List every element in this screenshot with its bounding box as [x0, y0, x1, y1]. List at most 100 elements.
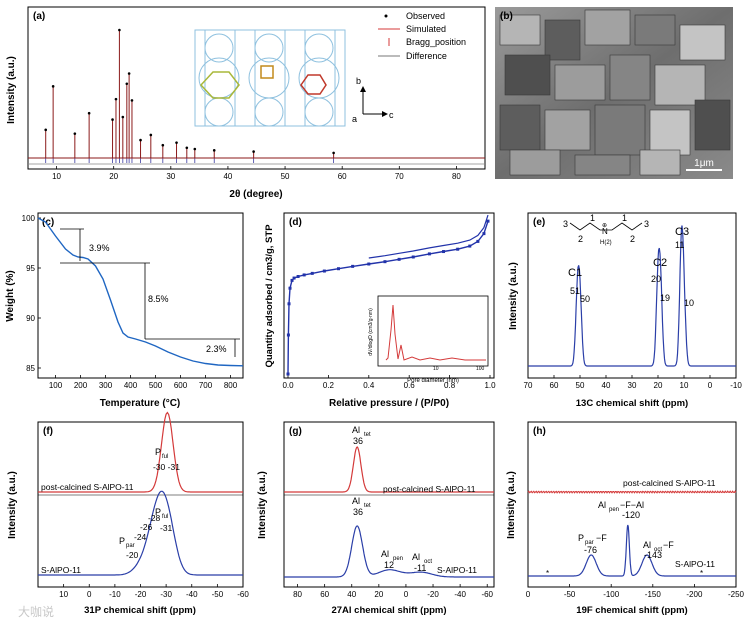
xrd-observed-point-3: [87, 111, 91, 115]
p31-asmade-label: S-AlPO-11: [41, 565, 81, 575]
a-xtick-label-5: 60: [338, 172, 347, 181]
panel-d-xlabel: Relative pressure / (P/P0): [329, 398, 449, 409]
isotherm-point-8: [310, 271, 314, 275]
c-xtick-label-3: 400: [124, 381, 138, 390]
svg-text:⊕: ⊕: [602, 223, 607, 229]
panel-h-xlabel: 19F chemical shift (ppm): [576, 605, 687, 616]
svg-text:Al: Al: [352, 425, 360, 435]
p31-peak-labels: P ful -30 -31 P ful -28 -31 P par -24 -2…: [119, 447, 180, 560]
sem-crystal-11: [594, 104, 646, 156]
svg-text:12: 12: [384, 560, 394, 570]
svg-text:ful: ful: [162, 454, 168, 460]
c-xtick-label-2: 300: [99, 381, 113, 390]
a-xtick-label-7: 80: [452, 172, 461, 181]
al27-asmade-spectrum: [284, 525, 494, 578]
svg-text:3: 3: [563, 219, 568, 229]
e-xtick-label-4: 30: [628, 381, 637, 390]
panel-e-ylabel: Intensity (a.u.): [508, 262, 519, 330]
panel-g-xlabel: 27Al chemical shift (ppm): [331, 605, 446, 616]
c-ytick-label-2: 95: [26, 264, 35, 273]
tpa-structure: 3 1 1 3 2 2 N ⊕ H(2): [563, 213, 649, 246]
svg-text:-120: -120: [622, 510, 640, 520]
c-xtick-label-1: 200: [74, 381, 88, 390]
sem-crystal-6: [554, 64, 606, 101]
isotherm-point-22: [486, 219, 490, 223]
sem-crystal-13: [694, 99, 731, 151]
e-xtick-label-7: 0: [708, 381, 713, 390]
e-xtick-label-3: 40: [602, 381, 611, 390]
svg-text:-26: -26: [140, 522, 153, 532]
f19-peak-labels: P par −F -76 Al pen −F−Al -120 Al oct −F…: [546, 500, 703, 578]
xrd-observed-point-15: [185, 146, 189, 150]
panel-d: (d) 0.0 0.2 0.4 0.6 0.8 1.0 Relative pressure…: [264, 212, 496, 409]
f-xtick-label-2: -10: [109, 590, 121, 599]
svg-text:Al: Al: [381, 549, 389, 559]
c-ytick-label-1: 90: [26, 314, 35, 323]
panel-e: (e) 70 60 50 40 30 20 10 0 -10 13C chemical shif…: [508, 212, 742, 409]
svg-text:oct: oct: [654, 547, 662, 553]
tga-loss-1: 3.9%: [89, 243, 110, 253]
h-xtick-label-2: -100: [603, 590, 620, 599]
xrd-observed-point-12: [149, 133, 153, 137]
xrd-observed-point-10: [130, 99, 134, 102]
panel-a-legend: Observed Simulated Bragg_position Differ…: [378, 11, 466, 61]
p31-calcined-label: post-calcined S-AlPO-11: [41, 482, 134, 492]
isotherm-point-9: [322, 269, 326, 273]
xrd-observed-point-9: [127, 72, 131, 75]
xrd-observed-point-14: [175, 141, 178, 144]
svg-text:51: 51: [570, 286, 580, 296]
al27-peak-labels: Al tet 36 Al tet 36 Al pen 12 Al oct -11: [352, 425, 432, 573]
isotherm-point-13: [383, 260, 387, 264]
f19-calcined-label: post-calcined S-AlPO-11: [623, 478, 716, 488]
xrd-observed-point-19: [332, 151, 335, 155]
svg-text:−F: −F: [663, 540, 674, 550]
g-xtick-label-3: 20: [374, 590, 383, 599]
legend-simulated: Simulated: [406, 24, 446, 34]
d-xtick-label-0: 0.0: [282, 381, 294, 390]
panel-h: (h) 0 -50 -100 -150 -200 -250 post-calcined S…: [506, 421, 745, 616]
svg-text:N: N: [602, 227, 608, 236]
isotherm-point-1: [286, 333, 290, 337]
e-xtick-label-1: 60: [550, 381, 559, 390]
axis-compass: b a c: [352, 76, 394, 124]
svg-text:3: 3: [644, 219, 649, 229]
g-xtick-label-0: 80: [293, 590, 302, 599]
f-xtick-label-4: -30: [160, 590, 172, 599]
c-xtick-label-0: 100: [49, 381, 63, 390]
legend-observed: Observed: [406, 11, 445, 21]
sem-crystal-10: [544, 109, 591, 151]
legend-difference: Difference: [406, 51, 447, 61]
g-xtick-label-1: 60: [320, 590, 329, 599]
f-xtick-label-7: -60: [237, 590, 249, 599]
svg-text:par: par: [585, 540, 594, 546]
svg-text:20: 20: [651, 274, 661, 284]
f-xtick-label-1: 0: [87, 590, 92, 599]
f19-asmade-label: S-AlPO-11: [675, 559, 715, 569]
d-xtick-label-2: 0.4: [363, 381, 375, 390]
f19-calcined-spectrum: [527, 490, 737, 494]
isotherm-point-21: [482, 232, 486, 236]
e-xtick-label-2: 50: [576, 381, 585, 390]
svg-text:H(2): H(2): [600, 240, 612, 246]
g-xtick-label-5: -20: [427, 590, 439, 599]
panel-b-sem-image: (b) 1μm: [495, 7, 733, 179]
xrd-observed-point-2: [73, 132, 77, 135]
legend-observed-marker: [384, 14, 388, 18]
tga-loss-2: 8.5%: [148, 294, 169, 304]
panel-h-ylabel: Intensity (a.u.): [506, 471, 517, 539]
panel-g-label: (g): [289, 426, 302, 437]
sem-crystal-15: [574, 154, 631, 176]
a-xtick-label-1: 20: [109, 172, 118, 181]
panel-c-xlabel: Temperature (°C): [100, 398, 181, 409]
panel-a: (a) 10 20 30 40 50 60 70 80 2θ (degree) Intensi…: [6, 6, 486, 200]
panel-a-xlabel: 2θ (degree): [229, 189, 282, 200]
tga-curve: [37, 217, 244, 367]
isotherm-point-3: [288, 286, 292, 290]
d-xtick-label-4: 0.8: [444, 381, 456, 390]
isotherm-point-17: [442, 250, 446, 254]
h-xtick-label-1: -50: [564, 590, 576, 599]
h-xtick-label-3: -150: [645, 590, 662, 599]
svg-text:36: 36: [353, 436, 363, 446]
panel-c: (c) 100 200 300 400 500 600 700 800 85 90 95 100 Te…: [5, 212, 244, 409]
axis-a-label: a: [352, 114, 357, 124]
